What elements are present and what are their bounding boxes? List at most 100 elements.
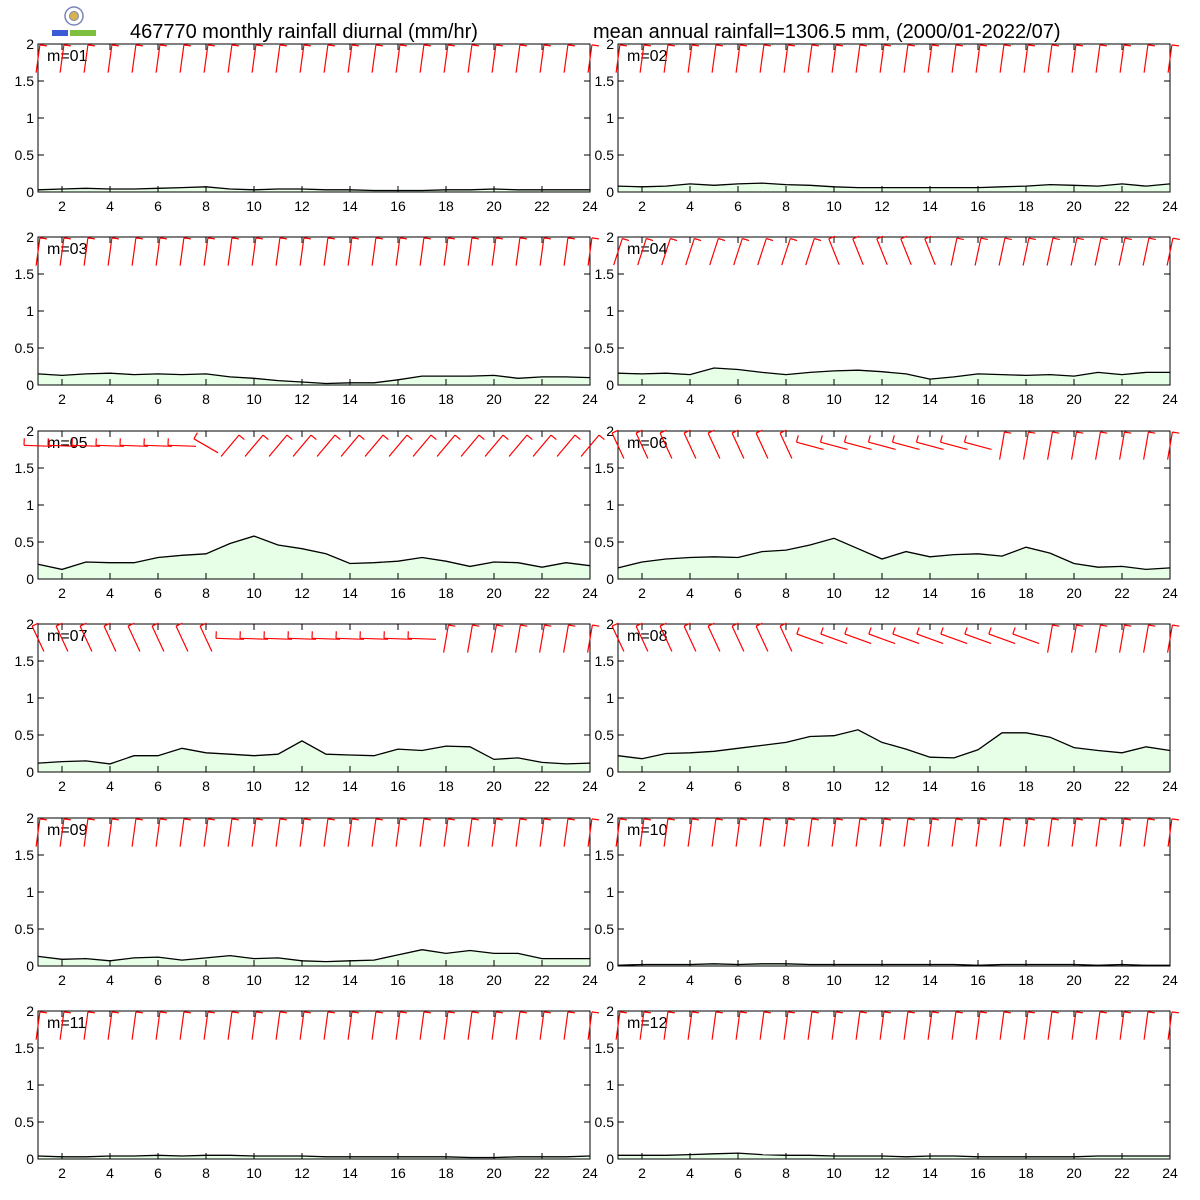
wind-barb <box>251 237 257 266</box>
wind-barb-tick <box>843 435 847 443</box>
wind-barb <box>683 432 697 459</box>
wind-barb-tick <box>591 818 599 821</box>
wind-barb-tick <box>988 627 992 635</box>
wind-barb <box>83 818 89 847</box>
wind-barb <box>395 818 401 847</box>
x-tick-label: 8 <box>202 391 210 407</box>
wind-barb-tick <box>135 44 143 47</box>
wind-barb <box>1071 44 1077 73</box>
wind-barb <box>639 44 645 73</box>
y-tick-label: 0.5 <box>15 1114 35 1130</box>
wind-barb-tick <box>231 237 239 240</box>
wind-barb-tick <box>567 237 575 240</box>
wind-barb <box>1095 44 1101 73</box>
wind-barb <box>244 434 264 457</box>
x-tick-label: 20 <box>486 198 502 214</box>
wind-barb-tick <box>327 237 335 240</box>
wind-barb-tick <box>852 235 860 240</box>
wind-barb <box>515 818 521 847</box>
x-tick-label: 22 <box>1114 391 1130 407</box>
wind-barb <box>807 1011 813 1040</box>
x-tick-label: 2 <box>638 391 646 407</box>
y-tick-label: 0 <box>26 764 34 780</box>
y-tick-label: 0.5 <box>595 921 615 937</box>
wind-barb-tick <box>351 818 359 821</box>
wind-barb-tick <box>659 622 667 627</box>
x-tick-label: 16 <box>970 1165 986 1181</box>
wind-barb <box>755 432 769 459</box>
wind-barb <box>950 237 958 266</box>
y-tick-label: 1.5 <box>595 460 615 476</box>
x-tick-label: 22 <box>534 972 550 988</box>
x-tick-label: 12 <box>874 1165 890 1181</box>
x-tick-label: 24 <box>1162 585 1178 601</box>
x-tick-label: 12 <box>294 391 310 407</box>
x-tick-label: 14 <box>342 972 358 988</box>
wind-barb-tick <box>683 429 691 434</box>
wind-barb-tick <box>496 624 504 627</box>
x-tick-label: 20 <box>1066 391 1082 407</box>
wind-barb <box>964 441 992 450</box>
wind-barb <box>779 625 793 652</box>
wind-barb <box>855 818 861 847</box>
y-tick-label: 2 <box>606 423 614 439</box>
month-label: m=09 <box>47 822 88 839</box>
wind-barb <box>635 625 649 652</box>
panel-frame <box>37 817 591 967</box>
wind-barb <box>855 44 861 73</box>
wind-barb-tick <box>423 1011 431 1014</box>
wind-barb <box>796 441 824 450</box>
x-tick-label: 4 <box>686 972 694 988</box>
wind-barb <box>311 637 341 640</box>
wind-barb <box>975 1011 981 1040</box>
y-tick-label: 0 <box>26 958 34 974</box>
month-label: m=05 <box>47 435 88 452</box>
wind-barb-tick <box>399 44 407 47</box>
wind-barb <box>151 625 165 652</box>
y-tick-label: 2 <box>26 810 34 826</box>
chart-title-left: 467770 monthly rainfall diurnal (mm/hr) <box>130 21 478 43</box>
wind-barb <box>175 625 189 652</box>
x-tick-label: 2 <box>638 585 646 601</box>
wind-barb-tick <box>423 237 431 240</box>
panel-m-05: 00.511.522 4 6 8 10 12 14 16 18 20 22 24m=05 <box>15 423 605 601</box>
y-tick-label: 0.5 <box>15 727 35 743</box>
wind-barb <box>639 1011 645 1040</box>
y-tick-label: 1.5 <box>15 1040 35 1056</box>
wind-barb-tick <box>956 237 964 241</box>
wind-barb <box>31 625 45 652</box>
wind-barb <box>711 44 717 73</box>
wind-barb <box>1012 633 1040 645</box>
x-tick-label: 8 <box>202 198 210 214</box>
wind-barb-tick <box>543 1011 551 1014</box>
x-tick-label: 4 <box>106 972 114 988</box>
x-tick-label: 14 <box>342 585 358 601</box>
wind-barb-tick <box>79 622 87 627</box>
wind-barb <box>251 1011 257 1040</box>
month-label: m=08 <box>627 628 668 645</box>
x-tick-label: 22 <box>534 778 550 794</box>
wind-barb <box>199 625 213 652</box>
y-tick-label: 0.5 <box>15 921 35 937</box>
wind-barb <box>661 238 671 266</box>
wind-barb <box>1167 44 1173 73</box>
wind-barb <box>443 237 449 266</box>
wind-barb-tick <box>931 44 939 47</box>
x-tick-label: 10 <box>246 972 262 988</box>
wind-barb <box>419 44 425 73</box>
wind-barb-tick <box>238 434 245 441</box>
wind-barb <box>892 441 920 450</box>
wind-barb-tick <box>279 44 287 47</box>
y-tick-label: 1 <box>606 303 614 319</box>
wind-barb-tick <box>763 818 771 821</box>
wind-barb <box>1071 431 1077 460</box>
wind-barb-tick <box>1148 624 1156 627</box>
wind-barb-tick <box>739 818 747 821</box>
wind-barb-tick <box>207 1011 215 1014</box>
wind-barb-tick <box>742 237 750 242</box>
wind-barb-tick <box>622 237 630 242</box>
wind-barb-tick <box>1051 1011 1059 1014</box>
y-tick-label: 1.5 <box>595 1040 615 1056</box>
wind-barb <box>927 818 933 847</box>
